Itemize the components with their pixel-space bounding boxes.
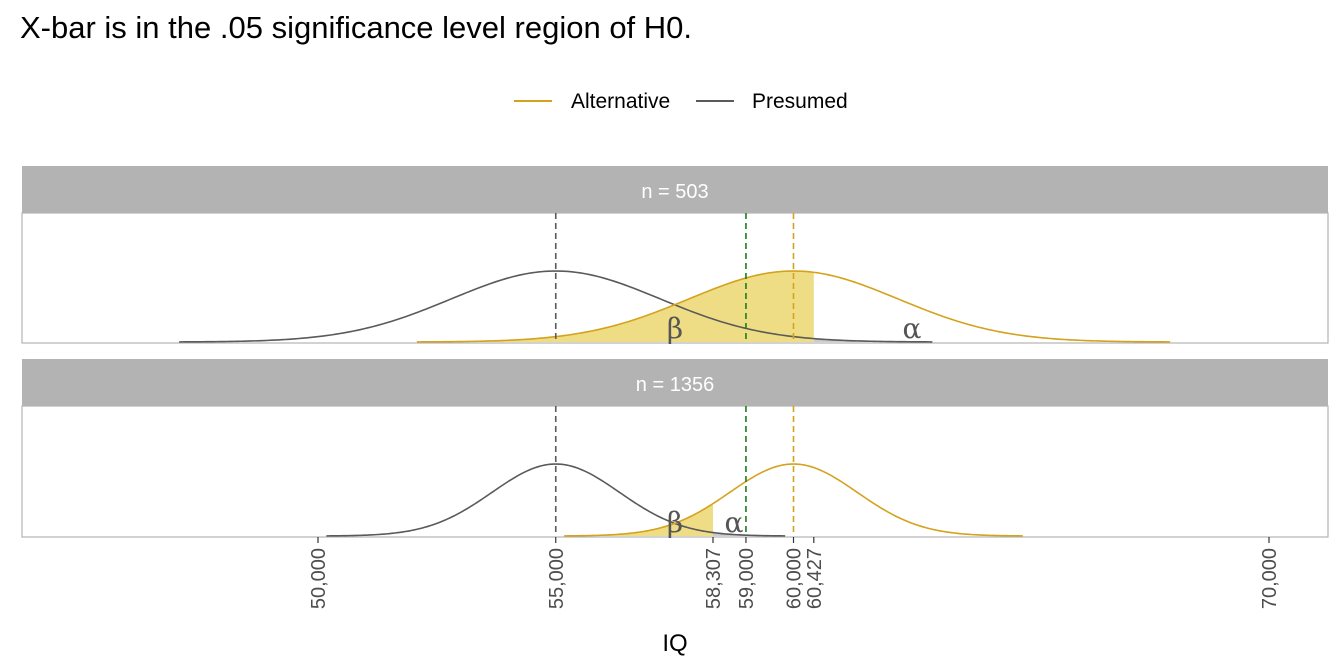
panel-curves (179, 213, 1171, 343)
beta-label: β (667, 312, 683, 345)
x-tick-label: 60,000 (784, 548, 806, 609)
panel-strip-label: n = 1356 (636, 374, 714, 396)
panel-curves (326, 406, 1023, 537)
presumed-curve (179, 270, 933, 343)
legend-label-alternative: Alternative (571, 90, 670, 113)
panel-plot-area (21, 405, 1329, 538)
x-axis-title: IQ (662, 630, 687, 657)
panel-n-503: n = 503 β α (21, 166, 1329, 345)
beta-label: β (667, 506, 683, 539)
chart-title: X-bar is in the .05 significance level r… (20, 10, 693, 45)
alternative-curve (416, 270, 1171, 343)
beta-region (564, 503, 713, 536)
legend-label-presumed: Presumed (752, 90, 848, 113)
x-tick-label: 60,427 (804, 548, 826, 609)
x-tick-label: 70,000 (1259, 548, 1281, 609)
x-tick-label: 55,000 (546, 548, 568, 609)
panel-strip (22, 359, 1328, 406)
panel-strip (22, 166, 1328, 213)
x-tick-label: 59,000 (736, 548, 758, 609)
alpha-label: α (903, 312, 922, 345)
presumed-curve (326, 463, 786, 537)
alpha-label: α (725, 506, 744, 539)
x-tick-label: 58,307 (703, 548, 725, 609)
panel-strip-label: n = 503 (641, 181, 708, 203)
alternative-curve (564, 463, 1023, 537)
panel-n-1356: n = 1356 β α (21, 359, 1329, 539)
legend: Alternative Presumed (514, 90, 848, 113)
x-tick-label: 50,000 (308, 548, 330, 609)
